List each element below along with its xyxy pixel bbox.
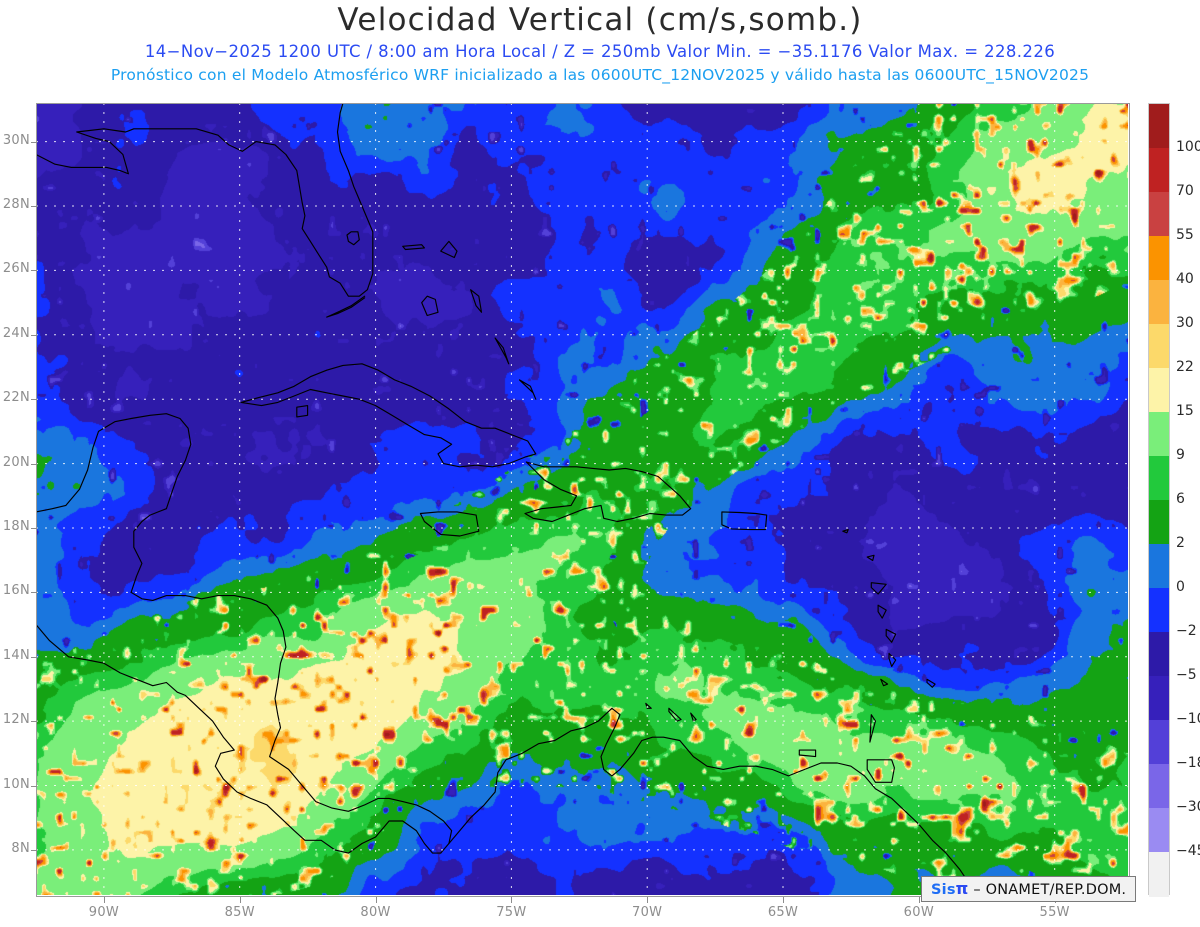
longitude-tick-label: 85W: [224, 905, 255, 920]
colorbar-tick-label: 30: [1176, 315, 1194, 331]
latitude-tick-mark: [31, 721, 37, 723]
colorbar-tick-label: 70: [1176, 183, 1194, 199]
latitude-tick-label: 12N: [2, 712, 30, 728]
latitude-tick-mark: [31, 206, 37, 208]
latitude-tick-mark: [31, 334, 37, 336]
latitude-tick-label: 22N: [2, 390, 30, 406]
colorbar-segment: [1149, 412, 1169, 457]
map-plot-area: [36, 103, 1128, 895]
longitude-tick-mark: [511, 897, 513, 903]
latitude-tick-mark: [31, 141, 37, 143]
colorbar-tick-label: 22: [1176, 359, 1194, 375]
colorbar-segment: [1149, 104, 1169, 149]
longitude-tick-mark: [375, 897, 377, 903]
colorbar-segment: [1149, 456, 1169, 501]
colorbar-tick-label: 15: [1176, 403, 1194, 419]
longitude-tick-mark: [647, 897, 649, 903]
latitude-tick-mark: [31, 399, 37, 401]
colorbar-tick-label: −2: [1176, 623, 1197, 639]
logo-agency: – ONAMET/REP.DOM.: [973, 882, 1127, 898]
colorbar-segment: [1149, 632, 1169, 677]
latitude-tick-mark: [31, 527, 37, 529]
colorbar-tick-label: 0: [1176, 579, 1185, 595]
latitude-tick-label: 16N: [2, 583, 30, 599]
longitude-tick-mark: [239, 897, 241, 903]
latitude-tick-mark: [31, 270, 37, 272]
colorbar-segment: [1149, 368, 1169, 413]
colorbar-segment: [1149, 544, 1169, 589]
colorbar-tick-label: −18: [1176, 755, 1200, 771]
colorbar-segment: [1149, 588, 1169, 633]
subtitle-line-2: Pronóstico con el Modelo Atmosférico WRF…: [110, 66, 1090, 84]
latitude-tick-label: 20N: [2, 454, 30, 470]
latitude-tick-mark: [31, 785, 37, 787]
latitude-tick-label: 30N: [2, 132, 30, 148]
colorbar: [1148, 103, 1170, 897]
latitude-tick-mark: [31, 656, 37, 658]
colorbar-segment: [1149, 236, 1169, 281]
vertical-velocity-shading: [36, 103, 1128, 895]
latitude-tick-label: 28N: [2, 197, 30, 213]
page-title: Velocidad Vertical (cm/s,somb.): [337, 2, 863, 38]
latitude-tick-label: 14N: [2, 647, 30, 663]
latitude-tick-mark: [31, 592, 37, 594]
longitude-tick-label: 65W: [767, 905, 799, 920]
colorbar-tick-label: −30: [1176, 799, 1200, 815]
longitude-tick-mark: [103, 897, 105, 903]
logo-brand: Sis: [931, 882, 956, 898]
colorbar-segment: [1149, 280, 1169, 325]
latitude-tick-label: 18N: [2, 518, 30, 534]
latitude-tick-mark: [31, 849, 37, 851]
colorbar-tick-label: −45: [1176, 843, 1200, 859]
colorbar-segment: [1149, 676, 1169, 721]
longitude-tick-label: 80W: [360, 905, 391, 920]
provider-logo: Sisπ – ONAMET/REP.DOM.: [921, 876, 1137, 902]
latitude-tick-label: 10N: [2, 776, 30, 792]
longitude-tick-mark: [783, 897, 784, 903]
colorbar-tick-label: 40: [1176, 271, 1194, 287]
longitude-tick-label: 55W: [1039, 905, 1070, 920]
longitude-tick-label: 90W: [88, 905, 120, 920]
colorbar-tick-label: 55: [1176, 227, 1194, 243]
colorbar-segment: [1149, 192, 1169, 237]
longitude-tick-mark: [918, 897, 920, 903]
latitude-tick-mark: [31, 463, 37, 465]
latitude-tick-label: 8N: [11, 840, 30, 856]
coastline-overlay: [36, 103, 988, 895]
latitude-tick-label: 24N: [2, 325, 30, 341]
colorbar-segment: [1149, 808, 1169, 853]
subtitle-line-1: 14−Nov−2025 1200 UTC / 8:00 am Hora Loca…: [144, 42, 1056, 61]
colorbar-tick-label: 9: [1176, 447, 1185, 463]
colorbar-tick-label: 100: [1176, 139, 1200, 155]
colorbar-tick-label: 6: [1176, 491, 1185, 507]
longitude-tick-label: 70W: [632, 905, 663, 920]
colorbar-segment: [1149, 148, 1169, 193]
longitude-tick-label: 75W: [496, 905, 527, 920]
colorbar-segment: [1149, 324, 1169, 369]
colorbar-segment: [1149, 500, 1169, 545]
colorbar-segment: [1149, 720, 1169, 765]
colorbar-tick-label: −5: [1176, 667, 1197, 683]
latitude-tick-label: 26N: [2, 261, 30, 277]
colorbar-tick-label: 2: [1176, 535, 1185, 551]
pi-icon: π: [955, 879, 969, 898]
colorbar-segment: [1149, 852, 1169, 897]
longitude-tick-label: 60W: [903, 905, 934, 920]
lat-lon-gridlines: [36, 103, 1128, 895]
colorbar-tick-label: −10: [1176, 711, 1200, 727]
colorbar-segment: [1149, 764, 1169, 809]
